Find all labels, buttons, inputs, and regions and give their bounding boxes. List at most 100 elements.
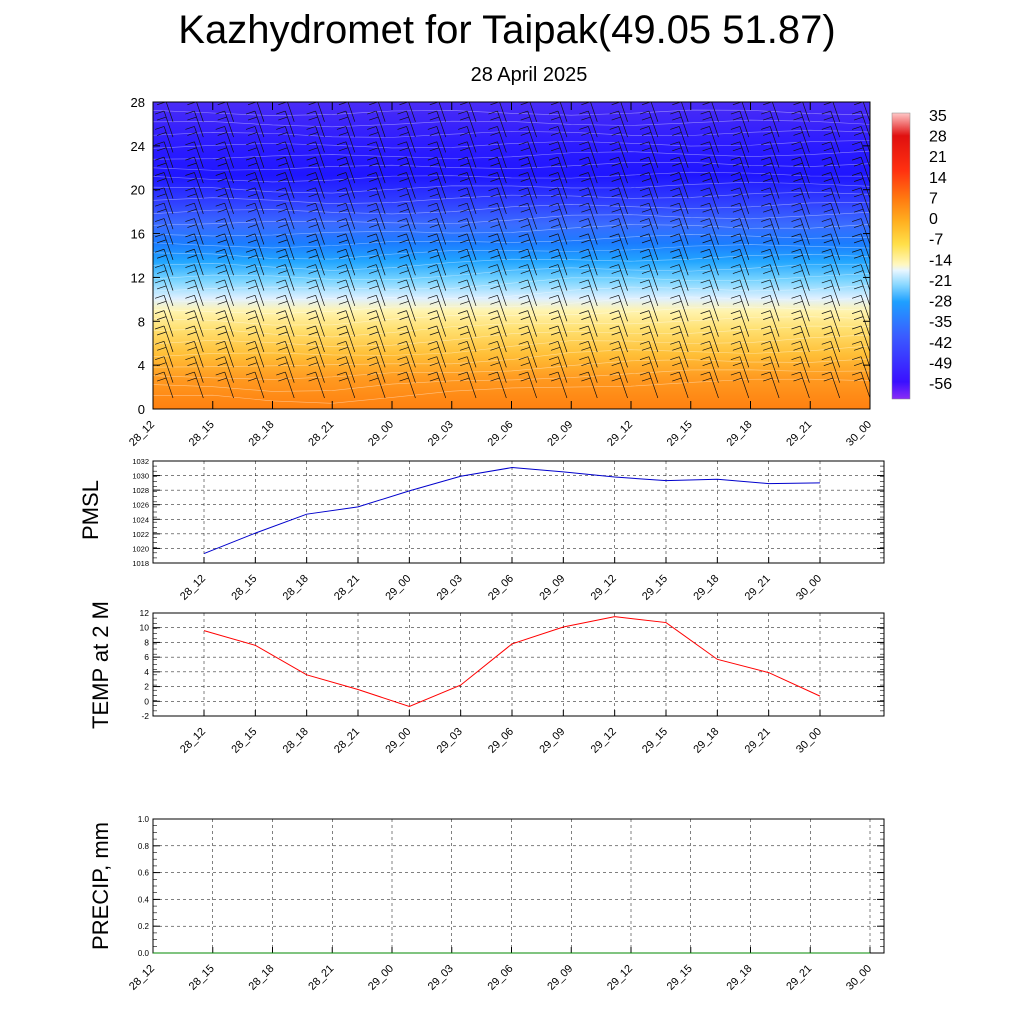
wind-barb: [579, 325, 598, 353]
x-tick-label: 29_15: [640, 726, 670, 756]
wind-barb: [367, 110, 386, 138]
wind-barb: [700, 325, 719, 353]
colorbar-label: 0: [929, 211, 938, 228]
wind-barb: [397, 218, 416, 245]
panel-precip: 0.0 0.2 0.4 0.6 0.8 1.0 28_12 28_15 28_18 28_21 29…: [88, 815, 885, 993]
x-tick-label: 29_18: [691, 726, 721, 756]
y-tick-label: 0: [138, 402, 145, 417]
wind-barb: [488, 202, 507, 230]
wind-barb: [185, 279, 204, 307]
wind-barb: [761, 233, 780, 260]
wind-barb: [851, 218, 870, 245]
wind-barb: [427, 156, 447, 184]
panel-pmsl: 1018 1020 1022 1024 1026 1028 1030 1032 28_12 28_…: [78, 457, 885, 603]
wind-barb: [518, 248, 537, 276]
wind-barb: [700, 110, 719, 138]
wind-barb: [639, 110, 659, 138]
wind-barb: [700, 218, 719, 245]
wind-barb: [639, 202, 659, 230]
wind-barb: [336, 218, 356, 245]
wind-barb: [761, 248, 780, 276]
wind-barb: [518, 187, 537, 214]
wind-barb: [397, 141, 416, 168]
wind-barb: [609, 141, 628, 168]
wind-barb: [670, 341, 689, 368]
wind-barb: [245, 341, 265, 368]
wind-barb: [791, 279, 810, 307]
wind-barb: [185, 371, 204, 399]
wind-barb: [427, 202, 447, 230]
wind-barb: [276, 233, 295, 260]
wind-barb: [548, 294, 568, 322]
wind-barb: [458, 172, 477, 199]
wind-barb: [306, 187, 325, 214]
x-tick-label: 28_15: [229, 573, 259, 603]
wind-barb: [518, 264, 537, 291]
x-tick-label: 29_18: [725, 963, 755, 993]
wind-barb: [639, 325, 659, 353]
wind-barb: [488, 310, 507, 337]
wind-barb: [336, 341, 356, 368]
wind-barb: [185, 341, 204, 368]
y-tick-label: 0: [144, 696, 149, 706]
colorbar-label: -21: [929, 273, 952, 290]
wind-barb: [154, 110, 174, 138]
contour-line: [153, 171, 870, 183]
wind-barb: [276, 172, 295, 199]
wind-barb: [336, 371, 356, 399]
wind-barb: [427, 294, 447, 322]
wind-barb: [609, 187, 628, 214]
contour-line: [153, 119, 870, 128]
wind-barb: [427, 248, 447, 276]
x-tick-label: 29_06: [486, 419, 516, 449]
series-line-temp: [203, 616, 821, 707]
wind-barb: [185, 356, 204, 383]
x-tick-label: 29_09: [537, 726, 567, 756]
colorbar-label: -42: [929, 335, 952, 352]
x-tick-label: 28_15: [187, 419, 217, 449]
contour-line: [153, 191, 870, 204]
wind-barb: [548, 356, 568, 383]
wind-barb: [336, 126, 356, 153]
wind-barb: [458, 156, 477, 184]
wind-barb: [367, 202, 386, 230]
wind-barb: [791, 325, 810, 353]
wind-barb: [154, 218, 174, 245]
wind-barb: [215, 172, 234, 199]
wind-barb: [336, 356, 356, 383]
contour-line: [153, 181, 870, 194]
y-tick-label: 12: [140, 608, 150, 618]
wind-barb: [306, 218, 325, 245]
cross-section-y-axis: 0 4 8 12 16 20 24 28: [131, 95, 870, 417]
x-tick-label: 30_00: [794, 726, 824, 756]
wind-barb: [670, 156, 689, 184]
wind-barb: [821, 202, 841, 230]
wind-barb: [579, 110, 598, 138]
wind-barb: [427, 325, 447, 353]
contour-line: [153, 369, 870, 392]
wind-barb: [488, 141, 507, 168]
x-tick-label: 28_21: [332, 726, 362, 756]
wind-barb: [306, 141, 325, 168]
colorbar-labels: 35 28 21 14 7 0 -7 -14 -21 -28 -35 -42 -49 -56: [929, 108, 952, 393]
wind-barb: [761, 264, 780, 291]
wind-barb: [245, 371, 265, 399]
wind-barb: [245, 187, 265, 214]
wind-barb: [488, 233, 507, 260]
wind-barb: [427, 218, 447, 245]
wind-barb: [185, 126, 204, 153]
wind-barb: [791, 264, 810, 291]
wind-barb: [215, 310, 234, 337]
wind-barb: [700, 126, 719, 153]
wind-barb: [851, 356, 870, 383]
colorbar-label: 21: [929, 149, 947, 166]
wind-barb: [306, 202, 325, 230]
x-tick-label: 28_18: [281, 726, 311, 756]
wind-barb: [245, 218, 265, 245]
wind-barb: [579, 126, 598, 153]
wind-barb: [367, 294, 386, 322]
wind-barb: [791, 126, 810, 153]
wind-barb: [306, 126, 325, 153]
wind-barb: [215, 294, 234, 322]
wind-barb: [185, 294, 204, 322]
